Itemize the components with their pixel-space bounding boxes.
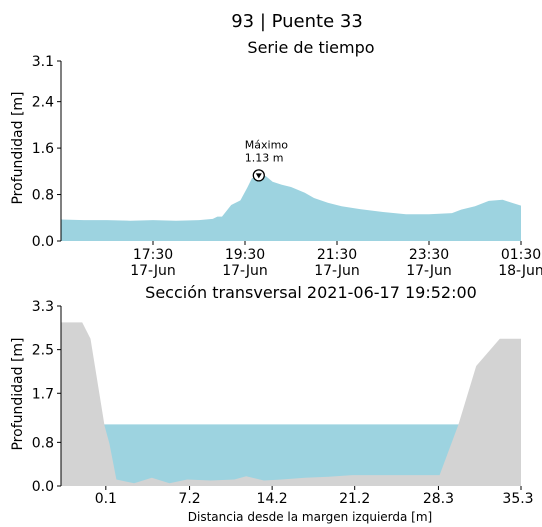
timeseries-title: Serie de tiempo bbox=[247, 38, 374, 57]
timeseries-x-tick-time: 19:30 bbox=[225, 247, 265, 263]
timeseries-y-ticks: 0.0 0.8 1.6 2.4 3.1 bbox=[32, 54, 61, 250]
timeseries-y-tick-label: 2.4 bbox=[32, 95, 54, 111]
timeseries-y-tick-label: 0.0 bbox=[32, 234, 54, 250]
timeseries-y-tick-label: 3.1 bbox=[32, 54, 54, 70]
timeseries-x-ticks: 17:3017-Jun19:3017-Jun21:3017-Jun23:3017… bbox=[130, 241, 542, 279]
timeseries-x-tick-date: 17-Jun bbox=[222, 263, 268, 279]
max-annotation: Máximo 1.13 m bbox=[245, 138, 289, 182]
cross-section-y-tick-label: 0.8 bbox=[32, 435, 54, 451]
timeseries-x-tick-date: 17-Jun bbox=[406, 263, 452, 279]
timeseries-x-tick-time: 21:30 bbox=[317, 247, 357, 263]
cross-section-x-tick-label: 28.3 bbox=[423, 491, 454, 507]
cross-section-terrain-area bbox=[61, 322, 521, 486]
cross-section-y-tick-label: 1.7 bbox=[32, 386, 54, 402]
cross-section-x-tick-label: 0.1 bbox=[95, 491, 117, 507]
timeseries-x-tick-time: 17:30 bbox=[133, 247, 173, 263]
cross-section-title: Sección transversal 2021-06-17 19:52:00 bbox=[145, 283, 477, 302]
cross-section-panel: Sección transversal 2021-06-17 19:52:00 … bbox=[10, 283, 534, 524]
timeseries-y-tick-label: 0.8 bbox=[32, 188, 54, 204]
cross-section-x-ticks: 0.1 7.2 14.2 21.2 28.3 35.3 bbox=[95, 486, 534, 507]
cross-section-y-tick-label: 3.3 bbox=[32, 299, 54, 315]
cross-section-x-tick-label: 14.2 bbox=[257, 491, 288, 507]
cross-section-x-tick-label: 21.2 bbox=[339, 491, 370, 507]
cross-section-x-label: Distancia desde la margen izquierda [m] bbox=[188, 510, 432, 524]
timeseries-x-tick-date: 17-Jun bbox=[314, 263, 360, 279]
cross-section-y-label: Profundidad [m] bbox=[10, 337, 26, 450]
timeseries-y-label: Profundidad [m] bbox=[10, 91, 26, 204]
cross-section-x-tick-label: 35.3 bbox=[502, 491, 533, 507]
timeseries-x-tick-time: 01:30 bbox=[501, 247, 541, 263]
timeseries-y-tick-label: 1.6 bbox=[32, 141, 54, 157]
timeseries-x-tick-time: 23:30 bbox=[409, 247, 449, 263]
cross-section-y-ticks: 0.0 0.8 1.7 2.5 3.3 bbox=[32, 299, 61, 495]
cross-section-y-tick-label: 2.5 bbox=[32, 343, 54, 359]
max-annotation-value: 1.13 m bbox=[245, 151, 284, 164]
figure-title: 93 | Puente 33 bbox=[231, 11, 363, 32]
timeseries-panel: Serie de tiempo 0.00.81.62.43.1 17:3017-… bbox=[10, 38, 542, 279]
cross-section-x-tick-label: 7.2 bbox=[178, 491, 200, 507]
timeseries-depth-area bbox=[61, 175, 521, 241]
cross-section-y-tick-label: 0.0 bbox=[32, 479, 54, 495]
max-annotation-label: Máximo bbox=[245, 138, 289, 151]
timeseries-x-tick-date: 18-Jun bbox=[498, 263, 542, 279]
max-marker-triangle-icon bbox=[255, 173, 262, 179]
timeseries-x-tick-date: 17-Jun bbox=[130, 263, 176, 279]
cross-section-water-area bbox=[61, 424, 521, 486]
